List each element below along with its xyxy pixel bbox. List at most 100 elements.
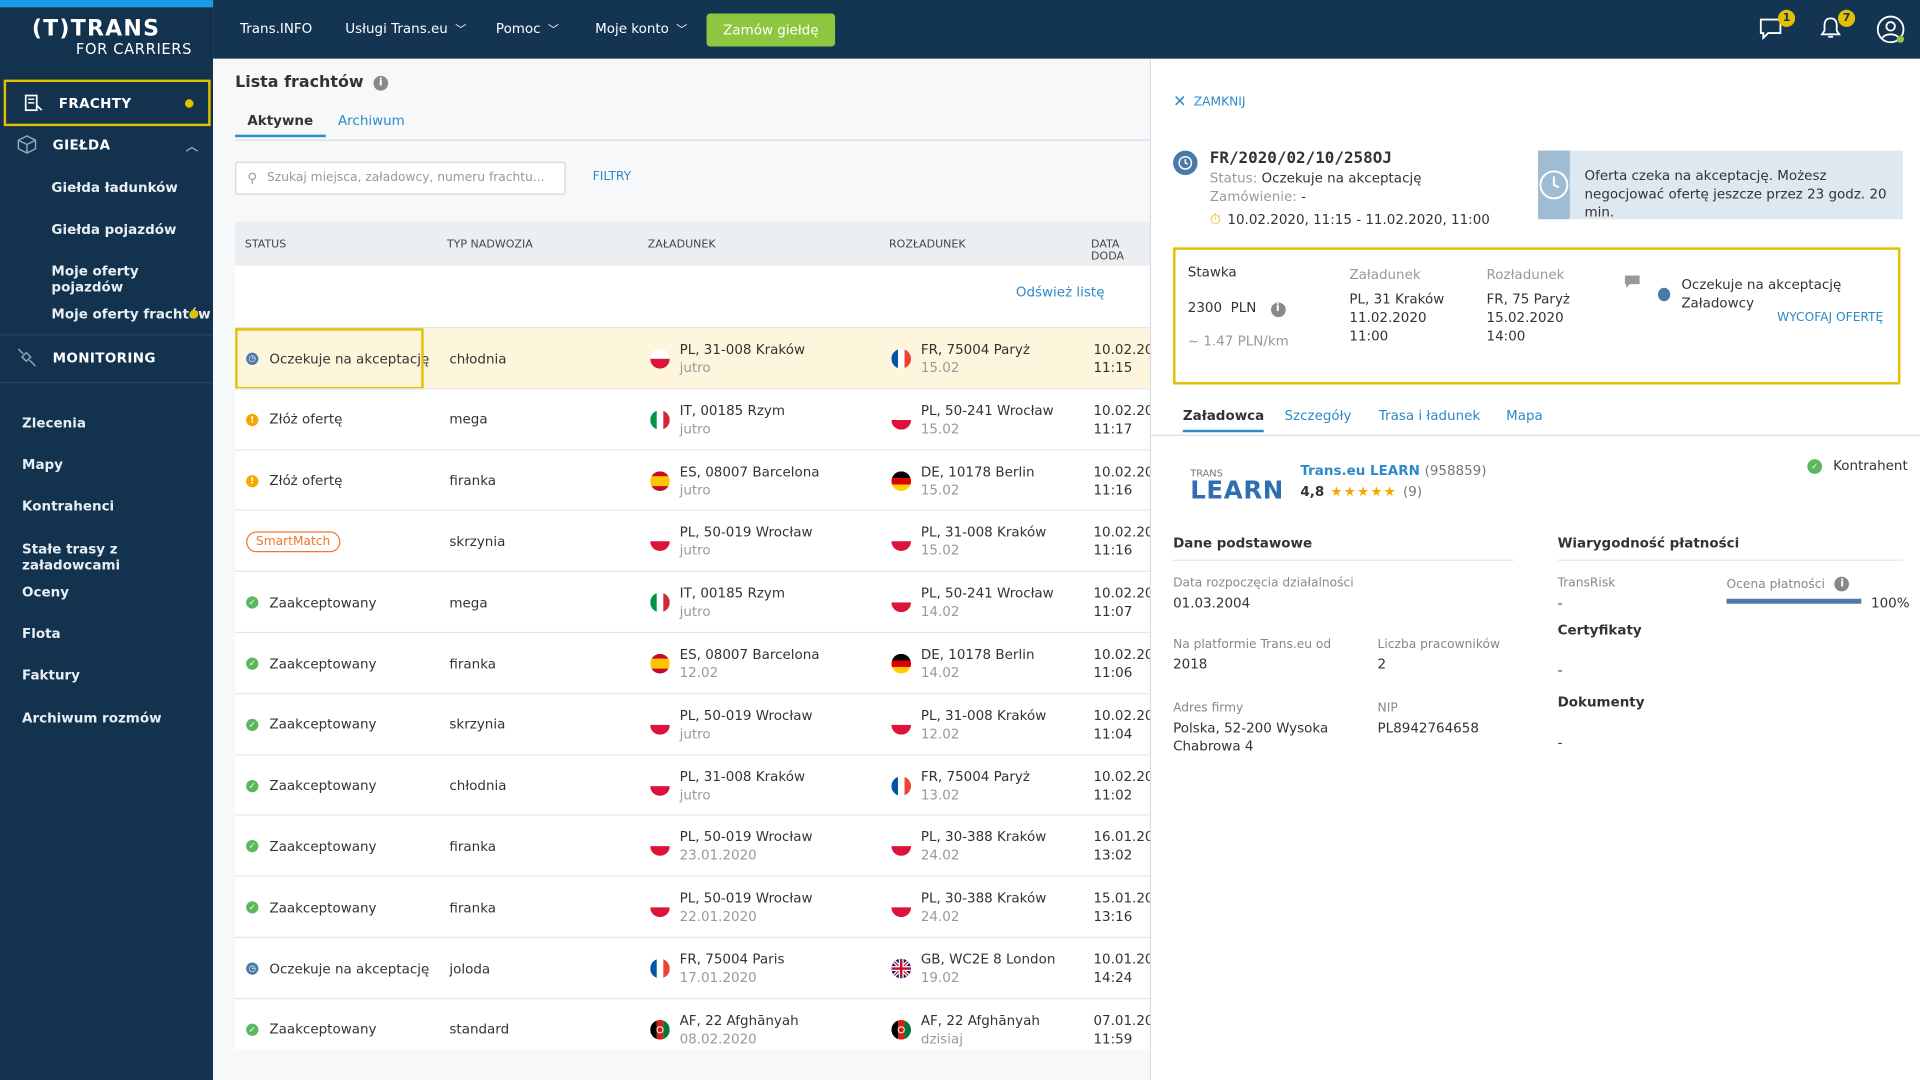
sidebar-item-flota[interactable]: Flota — [22, 625, 61, 642]
added-date-cell: 16.01.20213:02 — [1093, 829, 1151, 864]
tab-mapa[interactable]: Mapa — [1506, 407, 1543, 424]
employees-value: 2 — [1377, 656, 1387, 673]
order-exchange-button[interactable]: Zamów giełdę — [706, 13, 836, 47]
added-date-cell: 10.02.20211:16 — [1093, 463, 1151, 498]
sidebar-item-monitoring[interactable]: MONITORING — [0, 337, 213, 379]
sidebar-item-stale-trasy[interactable]: Stałe trasy z załadowcami — [22, 541, 121, 574]
loading-cell: PL, 31-008 Kraków jutro — [650, 755, 805, 816]
bell-icon[interactable]: 7 — [1818, 9, 1856, 43]
close-panel-button[interactable]: ✕ ZAMKNIJ — [1173, 93, 1246, 112]
flag-icon — [891, 836, 912, 857]
sidebar-item-moje-oferty-frachtow[interactable]: Moje oferty frachtów — [51, 306, 211, 323]
sidebar-item-archiwum-rozmow[interactable]: Archiwum rozmów — [22, 710, 162, 727]
platform-since-label: Na platformie Trans.eu od — [1173, 637, 1332, 652]
filters-button[interactable]: FILTRY — [592, 170, 632, 184]
table-row[interactable]: ! Złóż ofertę mega IT, 00185 Rzym jutro PL, 5… — [235, 387, 1152, 450]
nav-moje-konto[interactable]: Moje konto ﹀ — [595, 20, 688, 37]
sidebar-label-gielda: GIEŁDA — [52, 136, 111, 153]
sidebar-item-frachty[interactable]: FRACHTY — [3, 79, 211, 127]
tab-zaladowca[interactable]: Załadowca — [1182, 408, 1265, 433]
chat-icon[interactable] — [1624, 274, 1641, 289]
trans-logo[interactable]: (T)TRANS FOR CARRIERS — [32, 17, 192, 57]
transrisk-label: TransRisk — [1557, 576, 1616, 591]
loading-details: PL, 31 Kraków 11.02.2020 11:00 — [1349, 291, 1445, 345]
tab-trasa-i-ladunek[interactable]: Trasa i ładunek — [1378, 407, 1481, 424]
withdraw-offer-button[interactable]: WYCOFAJ OFERTĘ — [1777, 311, 1884, 325]
loading-cell: AF, 22 Afghānyah 08.02.2020 — [650, 999, 799, 1049]
sidebar-label-monitoring: MONITORING — [52, 349, 156, 366]
employees-label: Liczba pracowników — [1377, 637, 1500, 652]
clock-icon: ◷ — [246, 352, 259, 365]
detail-tabs-divider — [1151, 434, 1920, 436]
section-divider — [1557, 559, 1903, 561]
table-row[interactable]: ✓ Zaakceptowany skrzynia PL, 50-019 Wrocław… — [235, 692, 1152, 754]
nav-pomoc[interactable]: Pomoc ﹀ — [495, 20, 559, 37]
table-header: STATUS TYP NADWOZIA ZAŁADUNEK ROZŁADUNEK… — [235, 221, 1152, 266]
loading-cell: IT, 00185 Rzym jutro — [650, 389, 785, 450]
certificates-value: - — [1557, 662, 1563, 679]
sidebar-item-faktury[interactable]: Faktury — [22, 667, 80, 684]
table-row[interactable]: ✓ Zaakceptowany standard AF, 22 Afghānyah 08… — [235, 997, 1152, 1050]
info-icon[interactable]: i — [1834, 576, 1850, 592]
col-zaladunek[interactable]: ZAŁADUNEK — [647, 238, 716, 252]
tab-archiwum[interactable]: Archiwum — [337, 112, 405, 129]
table-row[interactable]: ✓ Zaakceptowany firanka PL, 50-019 Wrocław 2… — [235, 875, 1152, 938]
notifications-badge: 7 — [1837, 9, 1856, 27]
address-label: Adres firmy — [1173, 701, 1244, 716]
col-status[interactable]: STATUS — [244, 238, 287, 252]
sidebar-item-gielda[interactable]: GIEŁDA ︿ — [0, 124, 213, 166]
flag-icon — [891, 897, 912, 918]
freight-date-range: ⏱ 10.02.2020, 11:15 - 11.02.2020, 11:00 — [1209, 210, 1490, 228]
refresh-list-link[interactable]: Odśwież listę — [1015, 284, 1105, 301]
sidebar-item-kontrahenci[interactable]: Kontrahenci — [22, 498, 115, 515]
table-row[interactable]: ◷ Oczekuje na akceptację joloda FR, 75004 P… — [235, 936, 1152, 998]
payment-score-value: 100% — [1871, 595, 1910, 612]
nav-uslugi[interactable]: Usługi Trans.eu ﹀ — [345, 20, 467, 37]
clock-status-icon — [1173, 150, 1198, 176]
table-row[interactable]: ✓ Zaakceptowany firanka ES, 08007 Barcelona… — [235, 631, 1152, 694]
sidebar-item-mapy[interactable]: Mapy — [22, 456, 63, 473]
tab-szczegoly[interactable]: Szczegóły — [1284, 407, 1352, 424]
check-icon: ✓ — [246, 718, 259, 731]
table-row[interactable]: ✓ Zaakceptowany mega IT, 00185 Rzym jutro PL,… — [235, 570, 1152, 632]
table-row[interactable]: SmartMatch skrzynia PL, 50-019 Wrocław jutr… — [235, 509, 1152, 571]
search-placeholder: Szukaj miejsca, załadowcy, numeru fracht… — [267, 171, 545, 185]
documents-title: Dokumenty — [1557, 694, 1645, 711]
freight-table: STATUS TYP NADWOZIA ZAŁADUNEK ROZŁADUNEK… — [235, 221, 1152, 1050]
company-name-link[interactable]: Trans.eu LEARN (958859) — [1300, 462, 1487, 479]
sidebar-item-moje-oferty-pojazdow[interactable]: Moje oferty pojazdów — [51, 263, 139, 296]
check-icon: ✓ — [246, 596, 259, 609]
user-avatar-icon[interactable] — [1876, 15, 1905, 44]
col-typ-nadwozia[interactable]: TYP NADWOZIA — [446, 238, 533, 252]
status-cell: ✓ Zaakceptowany — [246, 999, 376, 1049]
status-text: Zaakceptowany — [269, 716, 377, 733]
unloading-cell: FR, 75004 Paryż 15.02 — [891, 328, 1030, 389]
col-data-dodania[interactable]: DATA DODA — [1091, 238, 1125, 264]
col-rozladunek[interactable]: ROZŁADUNEK — [888, 238, 966, 252]
rate-info-icon[interactable]: i — [1270, 301, 1286, 317]
sidebar-item-gielda-ladunkow[interactable]: Giełda ładunków — [51, 180, 178, 196]
chevron-down-icon: ﹀ — [547, 24, 559, 37]
info-icon[interactable]: i — [373, 75, 389, 91]
table-row[interactable]: ✓ Zaakceptowany chłodnia PL, 31-008 Kraków j… — [235, 753, 1152, 816]
table-row[interactable]: ◷ Oczekuje na akceptację chłodnia PL, 31-00… — [235, 326, 1152, 390]
sidebar-item-zlecenia[interactable]: Zlecenia — [22, 415, 86, 432]
smartmatch-badge: SmartMatch — [246, 531, 341, 553]
sidebar-separator — [0, 334, 214, 336]
search-input[interactable]: ⚲ Szukaj miejsca, załadowcy, numeru frach… — [235, 161, 566, 195]
table-row[interactable]: ! Złóż ofertę firanka ES, 08007 Barcelona ju… — [235, 448, 1152, 510]
status-cell: ◷ Oczekuje na akceptację — [246, 328, 429, 389]
sidebar-item-gielda-pojazdow[interactable]: Giełda pojazdów — [51, 221, 177, 238]
tab-aktywne[interactable]: Aktywne — [235, 113, 326, 138]
status-cell: ✓ Zaakceptowany — [246, 877, 376, 938]
chevron-down-icon: ﹀ — [676, 24, 688, 37]
unloading-cell: DE, 10178 Berlin 14.02 — [891, 633, 1034, 694]
table-row[interactable]: ✓ Zaakceptowany firanka PL, 50-019 Wrocław 2… — [235, 814, 1152, 876]
status-text: Zaakceptowany — [269, 899, 377, 916]
messages-icon[interactable]: 1 — [1758, 9, 1796, 43]
body-type-cell: skrzynia — [449, 533, 506, 550]
clock-icon: ◷ — [246, 962, 259, 975]
nav-trans-info[interactable]: Trans.INFO — [240, 20, 313, 37]
status-text: Oczekuje na akceptację — [269, 960, 430, 977]
sidebar-item-oceny[interactable]: Oceny — [22, 584, 69, 601]
